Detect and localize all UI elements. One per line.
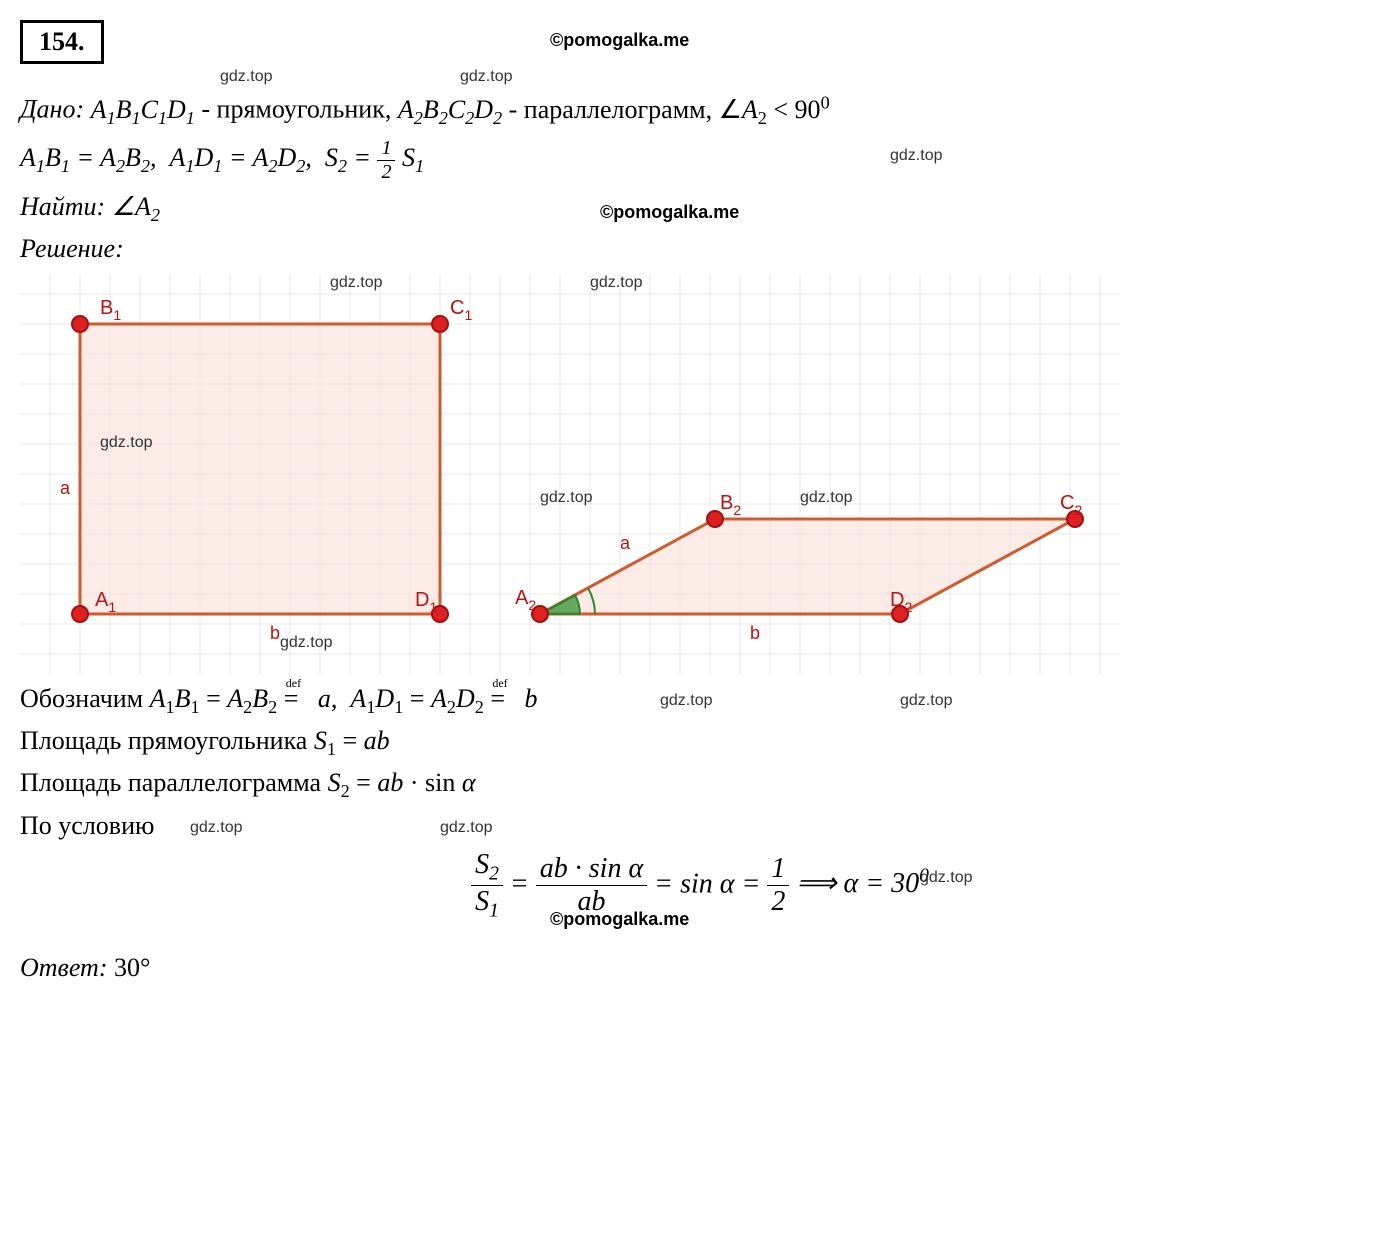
- frac-num: 1: [377, 137, 395, 161]
- eq-mid2: = sin α =: [654, 868, 767, 899]
- vertex-A1: [72, 606, 88, 622]
- step-2: Площадь прямоугольника S1 = ab: [20, 726, 1380, 760]
- watermark-gdz: gdz.top: [100, 434, 152, 452]
- label-rect-a: a: [60, 478, 71, 498]
- half-fraction: 1 2: [377, 137, 395, 184]
- given-1b: - прямоугольник,: [201, 95, 397, 124]
- watermark-gdz: gdz.top: [190, 819, 242, 837]
- label-para-a: a: [620, 533, 631, 553]
- eq-arrow: ⟹ α = 300: [796, 868, 929, 899]
- find-text: ∠A2: [112, 192, 160, 221]
- watermark-gdz: gdz.top: [440, 819, 492, 837]
- watermark-gdz: gdz.top: [900, 692, 952, 710]
- solution-label: Решение:: [20, 234, 1380, 264]
- given-label: Дано:: [20, 95, 84, 124]
- watermark-pomogalka: ©pomogalka.me: [600, 202, 739, 223]
- step-1: Обозначим A1B1 = A2B2 def= a, A1D1 = A2D…: [20, 684, 1380, 718]
- given-2-end: S1: [402, 143, 424, 172]
- given-1a: A1B1C1D1: [91, 95, 195, 124]
- eq-mid1: =: [510, 868, 536, 899]
- step-4-text: По условию: [20, 811, 154, 840]
- diagram-svg: B1 C1 A1 D1 a b A2 B2 C2 D2 a b: [20, 274, 1380, 674]
- label-rect-b: b: [270, 623, 280, 643]
- find-label: Найти:: [20, 192, 105, 221]
- watermark-gdz: gdz.top: [330, 274, 382, 292]
- answer-label: Ответ:: [20, 953, 107, 982]
- frac-half: 1 2: [767, 853, 789, 918]
- given-line-1: gdz.top gdz.top Дано: A1B1C1D1 - прямоуг…: [20, 92, 1380, 129]
- frac-S2S1: S2 S1: [471, 849, 503, 923]
- watermark-gdz: gdz.top: [890, 147, 942, 165]
- frac-den: S1: [471, 886, 503, 923]
- watermark-gdz: gdz.top: [590, 274, 642, 292]
- problem-number: 154.: [39, 27, 85, 56]
- equation: S2 S1 = ab · sin α ab = sin α = 1 2 ⟹ α …: [20, 849, 1380, 923]
- given-line-2: A1B1 = A2B2, A1D1 = A2D2, S2 = 1 2 S1 gd…: [20, 137, 1380, 184]
- watermark-pomogalka: ©pomogalka.me: [550, 909, 689, 930]
- given-2: A1B1 = A2B2, A1D1 = A2D2, S2 =: [20, 143, 377, 172]
- watermark-gdz: gdz.top: [540, 489, 592, 507]
- answer-line: Ответ: 30°: [20, 953, 1380, 983]
- rectangle-shape: [80, 324, 440, 614]
- answer-text: 30°: [114, 953, 150, 982]
- step-4: По условию gdz.top gdz.top: [20, 811, 1380, 841]
- frac-num: 1: [767, 853, 789, 886]
- find-line: Найти: ∠A2 ©pomogalka.me: [20, 192, 1380, 226]
- given-1c: A2B2C2D2: [398, 95, 502, 124]
- watermark-gdz: gdz.top: [220, 68, 272, 86]
- frac-den: 2: [767, 886, 789, 918]
- step-3: Площадь параллелограмма S2 = ab · sin α: [20, 768, 1380, 802]
- vertex-B1: [72, 316, 88, 332]
- frac-den: 2: [377, 161, 395, 184]
- watermark-gdz: gdz.top: [800, 489, 852, 507]
- vertex-C1: [432, 316, 448, 332]
- frac-num: S2: [471, 849, 503, 887]
- watermark-gdz: gdz.top: [460, 68, 512, 86]
- given-1d: - параллелограмм, ∠A2 < 900: [509, 95, 830, 124]
- watermark-gdz: gdz.top: [280, 634, 332, 652]
- label-para-b: b: [750, 623, 760, 643]
- watermark-pomogalka: ©pomogalka.me: [550, 30, 689, 51]
- watermark-gdz: gdz.top: [920, 869, 972, 887]
- problem-number-box: 154.: [20, 20, 104, 64]
- diagram: B1 C1 A1 D1 a b A2 B2 C2 D2 a b gdz.top …: [20, 274, 1380, 674]
- frac-num: ab · sin α: [536, 853, 647, 886]
- watermark-gdz: gdz.top: [660, 692, 712, 710]
